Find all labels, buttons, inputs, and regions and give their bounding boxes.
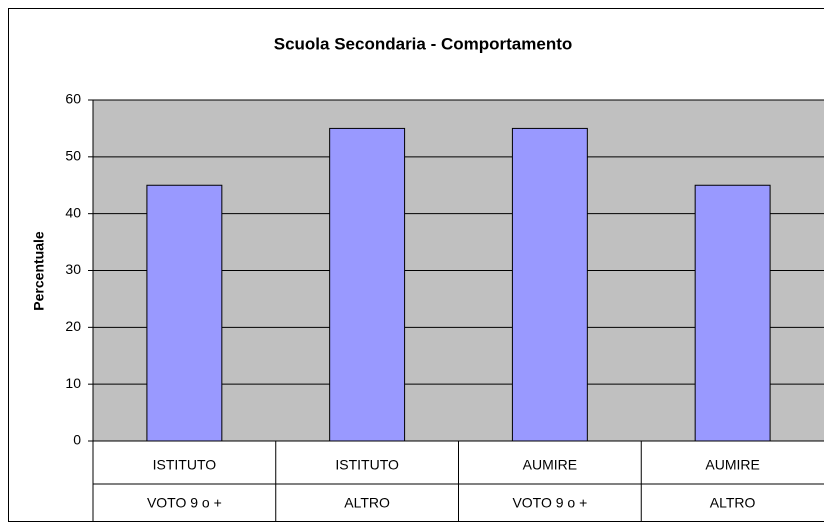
y-tick-label: 40 xyxy=(65,204,81,220)
chart-title: Scuola Secondaria - Comportamento xyxy=(274,34,573,53)
y-axis-label: Percentuale xyxy=(31,231,47,311)
bar xyxy=(694,184,771,442)
x-tick-label: AUMIRE xyxy=(705,457,759,473)
y-tick-label: 30 xyxy=(65,261,81,277)
x-tick-label: ALTRO xyxy=(710,495,756,511)
y-tick-label: 0 xyxy=(73,432,81,448)
x-tick-label: VOTO 9 o + xyxy=(512,495,587,511)
y-tick-label: 60 xyxy=(65,91,81,107)
bar xyxy=(511,127,588,442)
bar xyxy=(329,127,406,442)
x-tick-label: AUMIRE xyxy=(523,457,577,473)
y-tick-label: 50 xyxy=(65,148,81,164)
bar xyxy=(146,184,223,442)
x-tick-label: ISTITUTO xyxy=(335,457,399,473)
x-tick-label: VOTO 9 o + xyxy=(147,495,222,511)
x-tick-label: ISTITUTO xyxy=(153,457,217,473)
y-tick-label: 10 xyxy=(65,375,81,391)
y-tick-label: 20 xyxy=(65,318,81,334)
x-tick-label: ALTRO xyxy=(344,495,390,511)
